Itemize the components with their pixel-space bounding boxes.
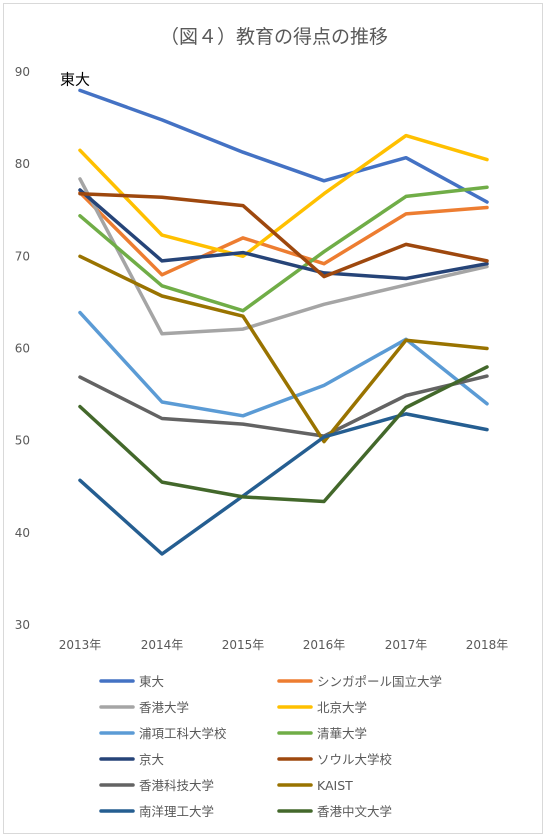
series-lines [78, 88, 489, 556]
legend-label: 南洋理工大学 [139, 804, 214, 819]
legend-label: 浦項工科大学校 [139, 726, 227, 741]
y-tick-label: 80 [15, 157, 30, 171]
legend-label: 東大 [139, 674, 164, 689]
legend-label: 香港大学 [139, 700, 189, 715]
series-line-7 [78, 191, 489, 279]
chart-frame: （図４）教育の得点の推移 30 40 50 60 70 80 90 2013年 2014年 20… [3, 3, 543, 834]
legend-label: シンガポール国立大学 [317, 674, 442, 689]
series-line-0 [78, 88, 489, 204]
series-line-4 [78, 310, 489, 418]
legend-label: ソウル大学校 [317, 752, 393, 767]
x-tick-label: 2017年 [385, 638, 428, 652]
series-line-5 [78, 185, 489, 313]
legend-label: 香港科技大学 [139, 778, 214, 793]
series-line-3 [78, 133, 489, 259]
x-tick-label: 2016年 [303, 638, 346, 652]
y-tick-label: 90 [15, 65, 30, 79]
y-tick-label: 30 [15, 618, 30, 632]
series-line-10 [78, 412, 489, 556]
legend-label: 京大 [139, 752, 164, 767]
legend-label: KAIST [317, 778, 353, 793]
y-axis: 30 40 50 60 70 80 90 [15, 65, 30, 632]
x-axis: 2013年 2014年 2015年 2016年 2017年 2018年 [59, 638, 509, 652]
x-tick-label: 2013年 [59, 638, 102, 652]
x-tick-label: 2018年 [466, 638, 509, 652]
legend-label: 北京大学 [317, 700, 367, 715]
chart-title: （図４）教育の得点の推移 [160, 26, 388, 48]
series-line-11 [78, 365, 489, 504]
legend-label: 清華大学 [317, 726, 367, 741]
x-tick-label: 2015年 [222, 638, 265, 652]
series-line-9 [78, 254, 489, 444]
legend-label: 香港中文大学 [317, 804, 392, 819]
y-tick-label: 60 [15, 342, 30, 356]
series-annotation-label: 東大 [60, 70, 90, 88]
series-line-2 [78, 177, 489, 336]
series-line-6 [78, 188, 489, 281]
y-tick-label: 40 [15, 526, 30, 540]
series-line-1 [78, 190, 489, 277]
x-tick-label: 2014年 [141, 638, 184, 652]
y-tick-label: 70 [15, 249, 30, 263]
y-tick-label: 50 [15, 434, 30, 448]
series-line-8 [78, 374, 489, 438]
